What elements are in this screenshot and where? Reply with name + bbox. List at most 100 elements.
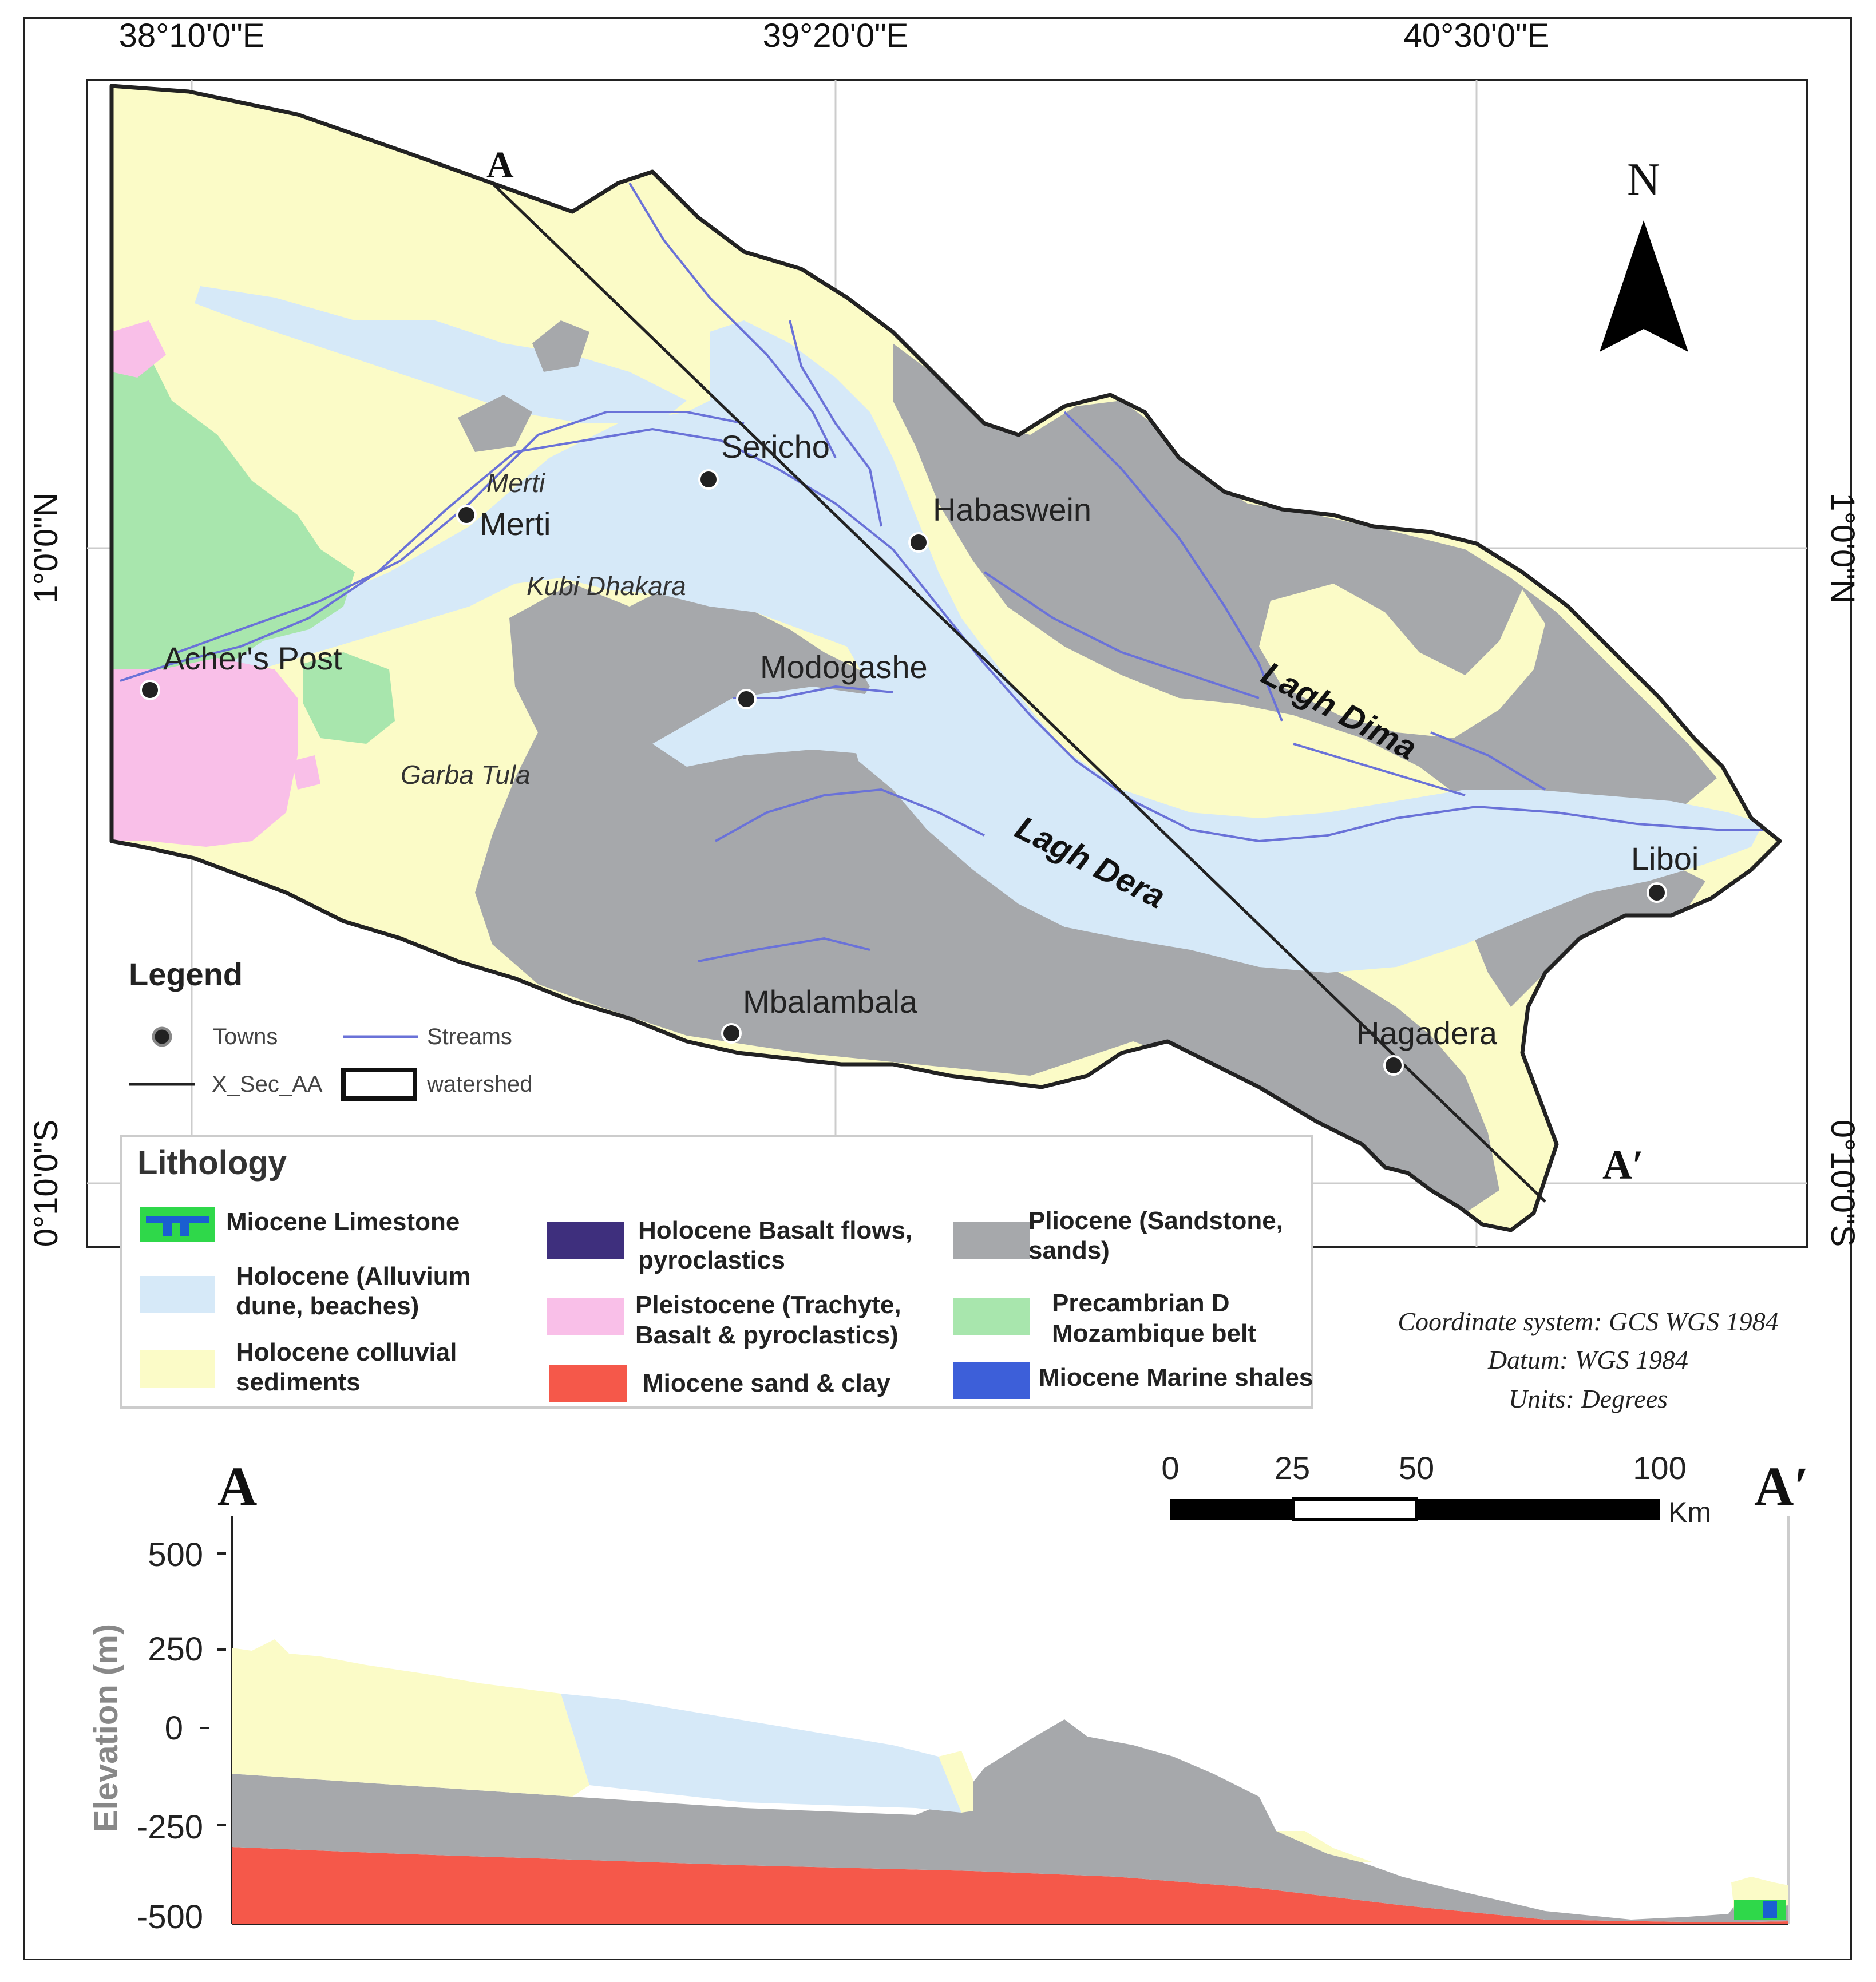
precambrian-area <box>112 355 355 704</box>
town-marker-hagadera <box>1383 1055 1404 1076</box>
coordinate-info: Coordinate system: GCS WGS 1984 Datum: W… <box>1398 1307 1778 1413</box>
place-label-garba-tula: Garba Tula <box>401 760 531 790</box>
swatch-holocene-basalt <box>547 1222 624 1259</box>
place-labels: Merti Kubi Dhakara Garba Tula <box>401 468 686 790</box>
scale-tick-0: 0 <box>1161 1450 1179 1486</box>
town-marker-habaswein <box>908 532 929 553</box>
pliocene-patch-1 <box>532 320 589 372</box>
label-precambrian-2: Mozambique belt <box>1052 1319 1256 1347</box>
lat-label-right-1: 1°0'0"N <box>1824 493 1861 604</box>
lithology-legend: Lithology Miocene Limestone Holocene (Al… <box>120 1135 1313 1409</box>
scale-unit: Km <box>1668 1496 1711 1528</box>
town-labels: Sericho Merti Habaswein Acher's Post Mod… <box>163 429 1699 1051</box>
label-pleistocene-1: Pleistocene (Trachyte, <box>635 1291 901 1319</box>
lithology-legend-box <box>120 1135 1313 1409</box>
town-label-mbalambala: Mbalambala <box>743 984 918 1020</box>
figure-frame <box>23 17 1852 1960</box>
town-marker-merti <box>456 505 477 525</box>
town-label-achers-post: Acher's Post <box>163 640 342 676</box>
town-label-merti: Merti <box>480 506 551 542</box>
label-holocene-colluvial-1: Holocene colluvial <box>236 1338 457 1366</box>
profile-layers <box>232 1639 1788 1924</box>
legend-towns-icon <box>152 1026 172 1047</box>
ytick-minus250: -250 <box>137 1809 203 1846</box>
lithology-title: Lithology <box>137 1144 287 1182</box>
lat-label-right-2: 0°10'0"S <box>1824 1120 1861 1247</box>
label-miocene-limestone: Miocene Limestone <box>226 1208 460 1236</box>
town-marker-liboi <box>1647 882 1667 903</box>
label-precambrian-1: Precambrian D <box>1052 1289 1230 1317</box>
label-holocene-basalt-1: Holocene Basalt flows, <box>638 1216 912 1244</box>
town-label-sericho: Sericho <box>721 429 830 465</box>
lat-label-left-2: 0°10'0"S <box>27 1120 65 1247</box>
label-holocene-alluvium-2: dune, beaches) <box>236 1292 419 1320</box>
cross-section-line <box>491 182 1546 1203</box>
map-legend: Legend Towns Streams X_Sec_AA watershed <box>129 956 533 1101</box>
pleistocene-area <box>112 658 298 847</box>
lat-label-left-1: 1°0'0"N <box>27 493 65 604</box>
label-holocene-alluvium-1: Holocene (Alluvium <box>236 1262 471 1290</box>
profile-miocene-sand-clay <box>232 1847 1788 1924</box>
swatch-holocene-alluvium <box>140 1276 215 1313</box>
swatch-pleistocene <box>547 1298 624 1335</box>
legend-title: Legend <box>129 956 243 992</box>
scale-tick-50: 50 <box>1399 1450 1434 1486</box>
pliocene-patch-2 <box>458 395 532 452</box>
profile-miocene-limestone-green <box>1734 1900 1786 1920</box>
cross-section-profile: A A′ 0 25 50 100 Km 500 250 0 -250 -500 … <box>88 1450 1809 1936</box>
profile-end-label: A′ <box>1754 1456 1809 1517</box>
label-pleistocene-2: Basalt & pyroclastics) <box>635 1321 899 1349</box>
legend-streams-label: Streams <box>427 1024 512 1049</box>
profile-ylabel: Elevation (m) <box>88 1624 125 1832</box>
holocene-alluvium-modogashe <box>652 687 916 767</box>
town-marker-achers-post <box>140 680 160 700</box>
coord-system: Coordinate system: GCS WGS 1984 <box>1398 1307 1778 1336</box>
holocene-alluvium-valley <box>114 320 1763 973</box>
profile-y-axis: 500 250 0 -250 -500 Elevation (m) <box>88 1516 1790 1936</box>
profile-holocene-alluvium <box>561 1694 973 1813</box>
lon-label-3: 40°30'0"E <box>1404 17 1550 54</box>
label-holocene-basalt-2: pyroclastics <box>638 1246 785 1274</box>
swatch-miocene-sand-clay <box>549 1365 627 1402</box>
label-pliocene-1: Pliocene (Sandstone, <box>1028 1207 1283 1235</box>
precambrian-area-2 <box>303 652 395 744</box>
swatch-miocene-marine-shales <box>953 1362 1030 1399</box>
legend-xsec-label: X_Sec_AA <box>212 1072 323 1097</box>
legend-watershed-label: watershed <box>426 1072 533 1097</box>
swatch-miocene-limestone-pattern <box>146 1216 209 1236</box>
legend-towns-label: Towns <box>213 1024 278 1049</box>
town-label-liboi: Liboi <box>1631 841 1699 877</box>
lon-label-1: 38°10'0"E <box>119 17 265 54</box>
units: Units: Degrees <box>1509 1384 1668 1413</box>
swatch-miocene-limestone <box>140 1207 215 1242</box>
watershed-boundary <box>109 84 1782 1232</box>
profile-miocene-limestone-blue <box>1763 1901 1777 1918</box>
pliocene-area-northeast <box>893 343 1717 835</box>
profile-holocene-colluvial-west <box>232 1639 589 1797</box>
town-label-hagadera: Hagadera <box>1356 1015 1498 1051</box>
scale-tick-100: 100 <box>1633 1450 1686 1486</box>
town-markers <box>140 469 1667 1076</box>
profile-pliocene <box>232 1719 1788 1922</box>
ytick-250: 250 <box>148 1631 203 1668</box>
profile-holocene-colluvial-east <box>1276 1831 1374 1862</box>
scale-bar: 0 25 50 100 Km <box>1161 1450 1711 1528</box>
town-marker-mbalambala <box>721 1023 742 1044</box>
ytick-500: 500 <box>148 1536 203 1573</box>
holocene-alluvium-north <box>195 286 687 423</box>
town-label-modogashe: Modogashe <box>760 649 928 685</box>
place-label-merti: Merti <box>486 468 546 498</box>
town-marker-modogashe <box>736 689 757 709</box>
label-miocene-sand-clay: Miocene sand & clay <box>643 1369 890 1397</box>
town-marker-sericho <box>698 469 719 490</box>
lon-label-2: 39°20'0"E <box>763 17 909 54</box>
profile-holocene-colluvial-mid <box>939 1751 973 1813</box>
datum: Datum: WGS 1984 <box>1487 1345 1688 1374</box>
town-label-habaswein: Habaswein <box>933 491 1091 528</box>
label-pliocene-2: sands) <box>1028 1236 1110 1264</box>
swatch-holocene-colluvial <box>140 1350 215 1388</box>
north-arrow-icon: N <box>1600 154 1688 352</box>
section-end-label: A′ <box>1602 1142 1644 1188</box>
swatch-precambrian <box>953 1298 1030 1335</box>
legend-watershed-icon <box>341 1068 417 1101</box>
